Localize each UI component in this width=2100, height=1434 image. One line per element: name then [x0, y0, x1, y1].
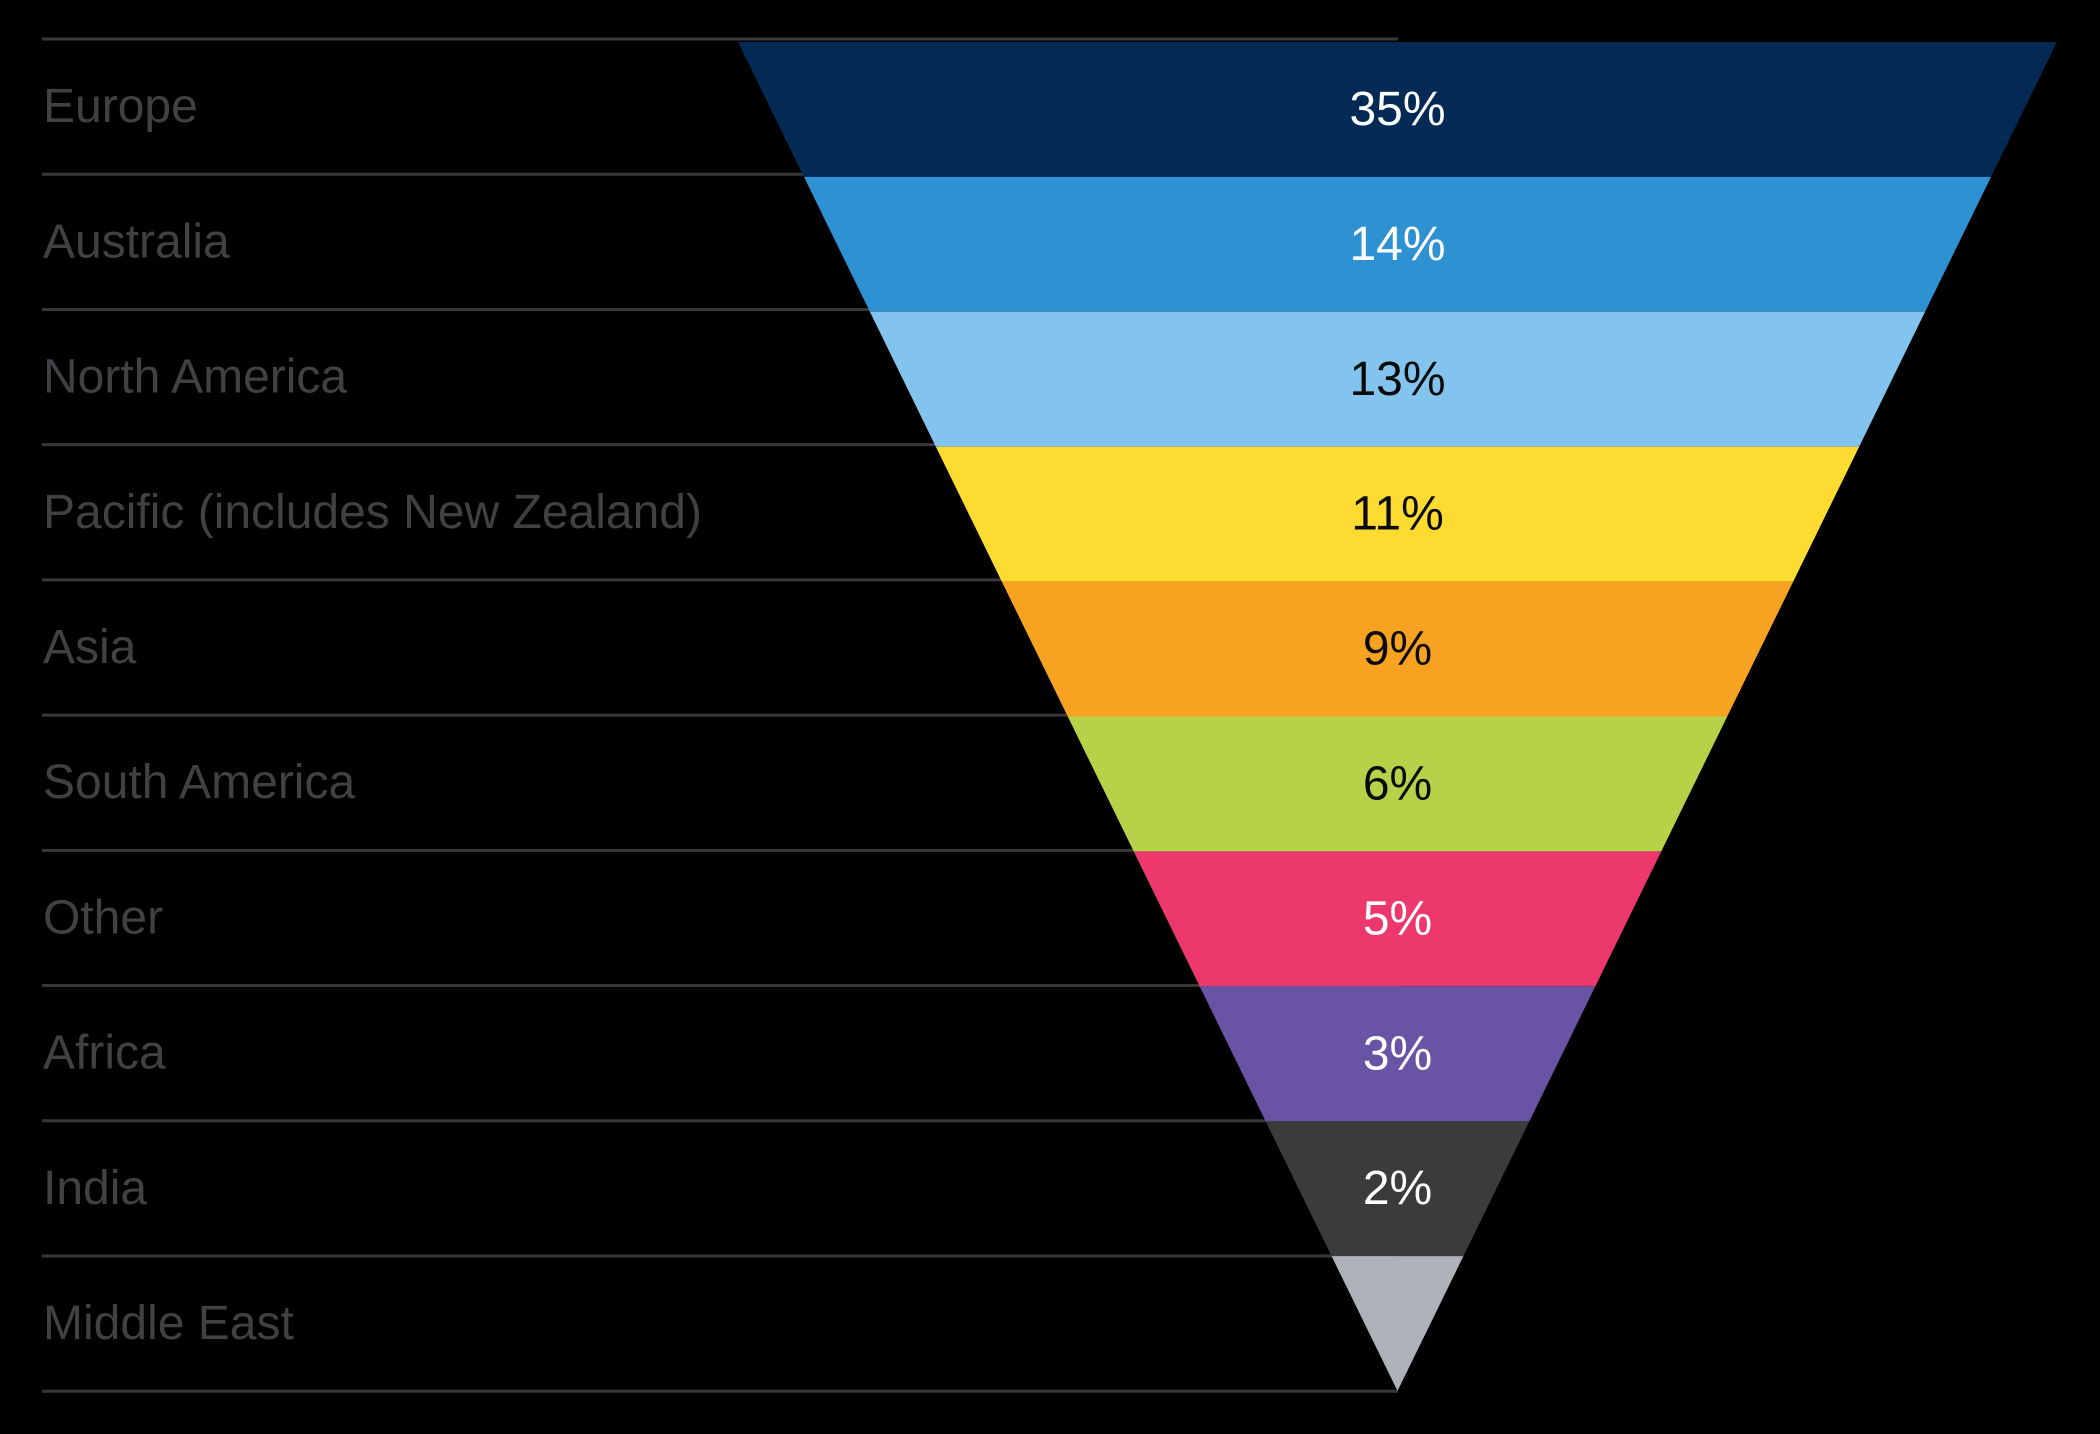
value-label: 6% [1363, 757, 1432, 810]
value-label: 3% [1363, 1027, 1432, 1080]
funnel-segment-australia [803, 176, 1992, 312]
funnel-segment-europe [738, 42, 2057, 177]
category-label: Middle East [43, 1297, 294, 1350]
category-label: Europe [43, 80, 198, 133]
funnel-bands [738, 42, 2057, 1391]
value-label: 5% [1363, 892, 1432, 945]
category-label: India [43, 1162, 147, 1215]
category-label: North America [43, 351, 347, 404]
value-label: 13% [1349, 353, 1445, 406]
category-label: Australia [43, 215, 230, 268]
value-labels: 35% 14% 13% 11% 9% 6% 5% 3% 2% [1349, 83, 1445, 1215]
funnel-segment-pacific-includes-new-zealand [935, 446, 1860, 582]
category-label: Pacific (includes New Zealand) [43, 486, 702, 539]
value-label: 35% [1349, 83, 1445, 136]
category-label: Asia [43, 621, 137, 674]
funnel-segment-africa [1199, 986, 1596, 1122]
value-label: 11% [1351, 488, 1444, 541]
divider-lines [42, 37, 1398, 1393]
funnel-segment-asia [1001, 581, 1794, 717]
funnel-segment-middle-east [1331, 1256, 1464, 1391]
funnel-segment-south-america [1067, 716, 1728, 852]
category-labels: Europe Australia North America Pacific (inc… [43, 80, 702, 1350]
funnel-segment-other [1133, 851, 1662, 987]
category-label: Africa [43, 1027, 166, 1080]
category-label: Other [43, 891, 163, 944]
category-label: South America [43, 756, 355, 809]
value-label: 9% [1363, 623, 1432, 676]
funnel-segment-india [1265, 1121, 1530, 1257]
value-label: 14% [1349, 218, 1445, 271]
funnel-segment-north-america [869, 311, 1926, 447]
value-label: 2% [1363, 1162, 1432, 1215]
